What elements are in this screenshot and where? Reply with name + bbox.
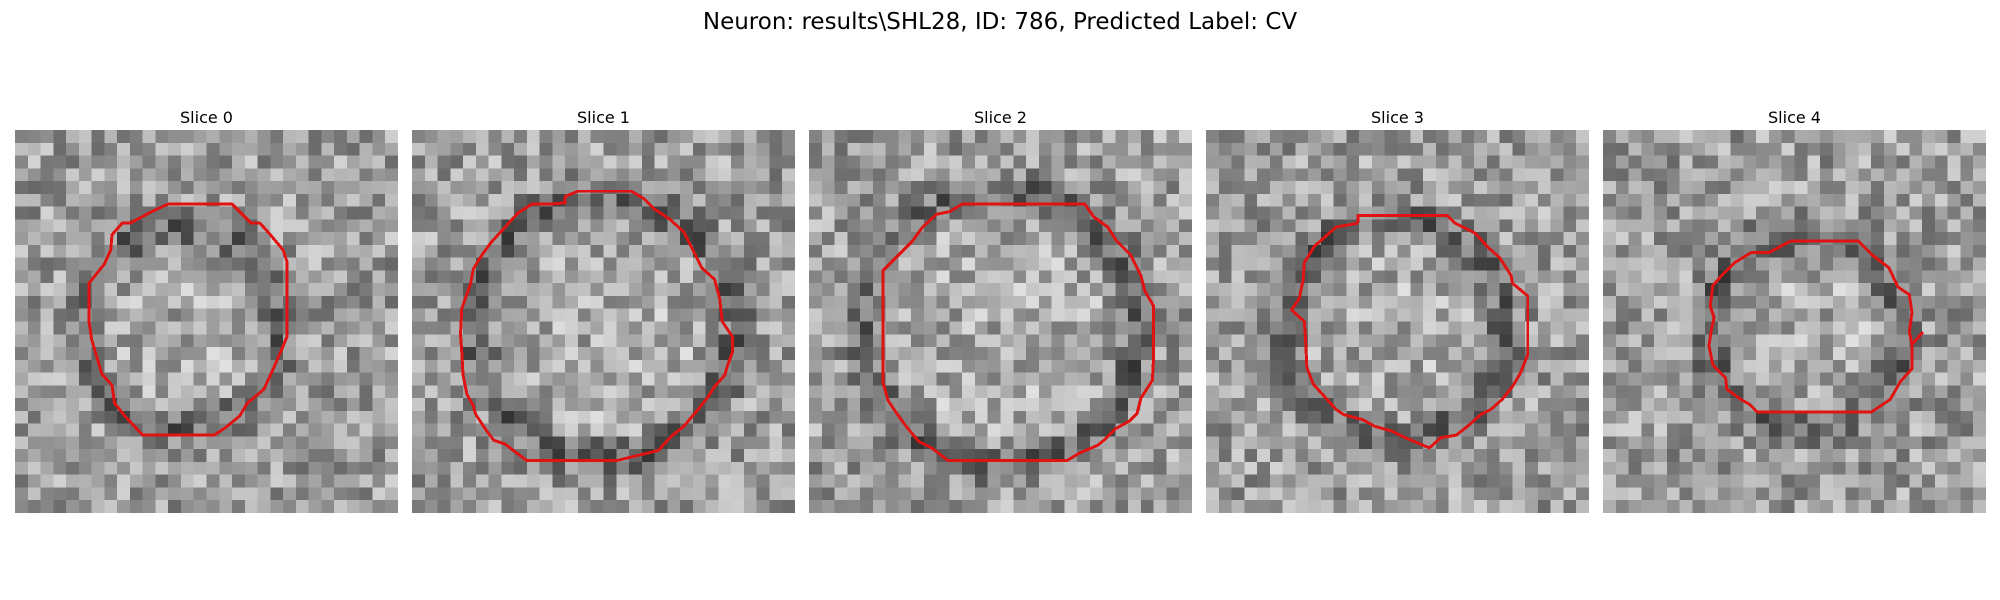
pixel-grid <box>1603 130 1986 513</box>
slice-panel-3: Slice 3 <box>1206 108 1589 513</box>
pixel-grid <box>1206 130 1589 513</box>
pixel-grid <box>809 130 1192 513</box>
figure-title: Neuron: results\SHL28, ID: 786, Predicte… <box>702 9 1298 35</box>
slice-image <box>1206 130 1589 513</box>
slice-panel-0: Slice 0 <box>15 108 398 513</box>
cell-contour <box>87 202 289 437</box>
cell-contour <box>1707 239 1924 414</box>
slice-panel-4: Slice 4 <box>1603 108 1986 513</box>
cell-contour <box>881 202 1156 463</box>
slice-image <box>412 130 795 513</box>
cell-contour <box>459 189 734 463</box>
slice-panel-2: Slice 2 <box>809 108 1192 513</box>
slice-title: Slice 0 <box>180 108 233 127</box>
slice-title: Slice 1 <box>577 108 630 127</box>
pixel-grid <box>412 130 795 513</box>
slice-image <box>15 130 398 513</box>
slice-image <box>1603 130 1986 513</box>
cell-contour <box>1290 214 1530 450</box>
slice-image <box>809 130 1192 513</box>
slice-title: Slice 4 <box>1768 108 1821 127</box>
slice-panel-1: Slice 1 <box>412 108 795 513</box>
slice-title: Slice 3 <box>1371 108 1424 127</box>
pixel-grid <box>15 130 398 513</box>
slice-title: Slice 2 <box>974 108 1027 127</box>
